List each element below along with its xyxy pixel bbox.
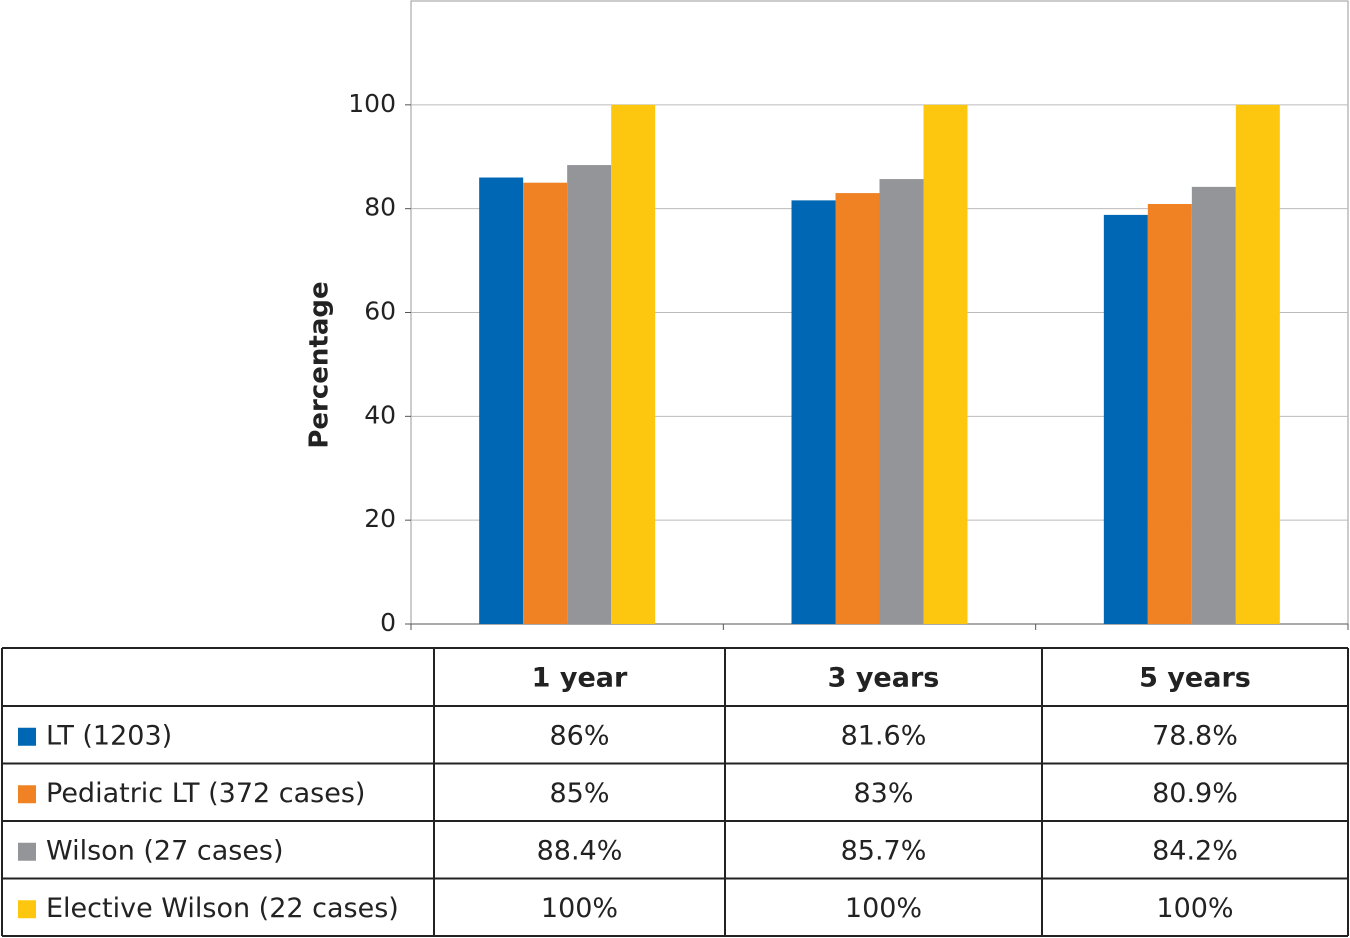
table-value: 80.9% xyxy=(1152,778,1238,809)
legend-swatch xyxy=(18,900,36,919)
y-tick-label: 40 xyxy=(364,400,396,429)
legend-swatch xyxy=(18,842,36,861)
bar xyxy=(1191,186,1236,624)
y-axis-label: Percentage xyxy=(305,281,335,448)
table-value: 100% xyxy=(845,893,922,924)
legend-label: Pediatric LT (372 cases) xyxy=(46,778,365,809)
table-header: 5 years xyxy=(1139,663,1251,694)
bar xyxy=(611,104,656,625)
bar xyxy=(479,177,524,624)
table-value: 100% xyxy=(1156,893,1233,924)
table-value: 88.4% xyxy=(537,835,623,866)
legend-label: Wilson (27 cases) xyxy=(46,835,284,866)
table-header: 1 year xyxy=(532,663,628,694)
table-header: 3 years xyxy=(828,663,940,694)
bar xyxy=(791,200,836,625)
bar xyxy=(1235,104,1280,625)
bar xyxy=(567,165,612,624)
y-tick-label: 100 xyxy=(348,89,396,118)
y-tick-label: 0 xyxy=(380,608,396,637)
table-value: 81.6% xyxy=(841,720,927,751)
bar xyxy=(1147,203,1192,624)
bar xyxy=(923,104,968,625)
table-value: 84.2% xyxy=(1152,835,1238,866)
bar xyxy=(879,179,924,625)
bar xyxy=(1103,214,1148,624)
table-value: 78.8% xyxy=(1152,720,1238,751)
legend-label: LT (1203) xyxy=(46,720,172,751)
table-value: 85.7% xyxy=(841,835,927,866)
table-value: 100% xyxy=(541,893,618,924)
y-tick-label: 20 xyxy=(364,504,396,533)
bar xyxy=(523,182,568,625)
legend-swatch xyxy=(18,727,36,746)
legend-swatch xyxy=(18,785,36,804)
legend-label: Elective Wilson (22 cases) xyxy=(46,893,399,924)
y-tick-label: 60 xyxy=(364,297,396,326)
table-value: 85% xyxy=(549,778,609,809)
bar xyxy=(835,193,880,624)
table-value: 86% xyxy=(549,720,609,751)
y-tick-label: 80 xyxy=(364,193,396,222)
table-value: 83% xyxy=(853,778,913,809)
